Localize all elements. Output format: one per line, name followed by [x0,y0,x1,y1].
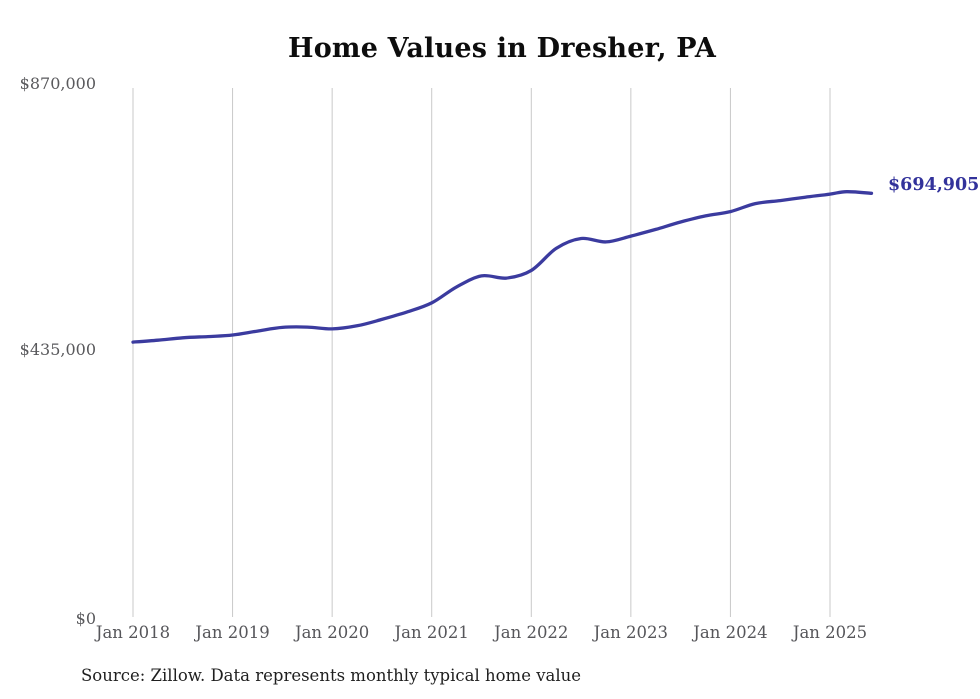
chart-title: Home Values in Dresher, PA [288,33,716,64]
y-axis-label-0: $0 [75,609,96,628]
series-end-value-label: $694,905 [888,175,980,195]
y-axis-label-870000: $870,000 [19,74,96,93]
source-attribution: Source: Zillow. Data represents monthly … [81,666,582,685]
y-axis-label-435000: $435,000 [19,340,96,359]
home-value-line [131,190,874,344]
